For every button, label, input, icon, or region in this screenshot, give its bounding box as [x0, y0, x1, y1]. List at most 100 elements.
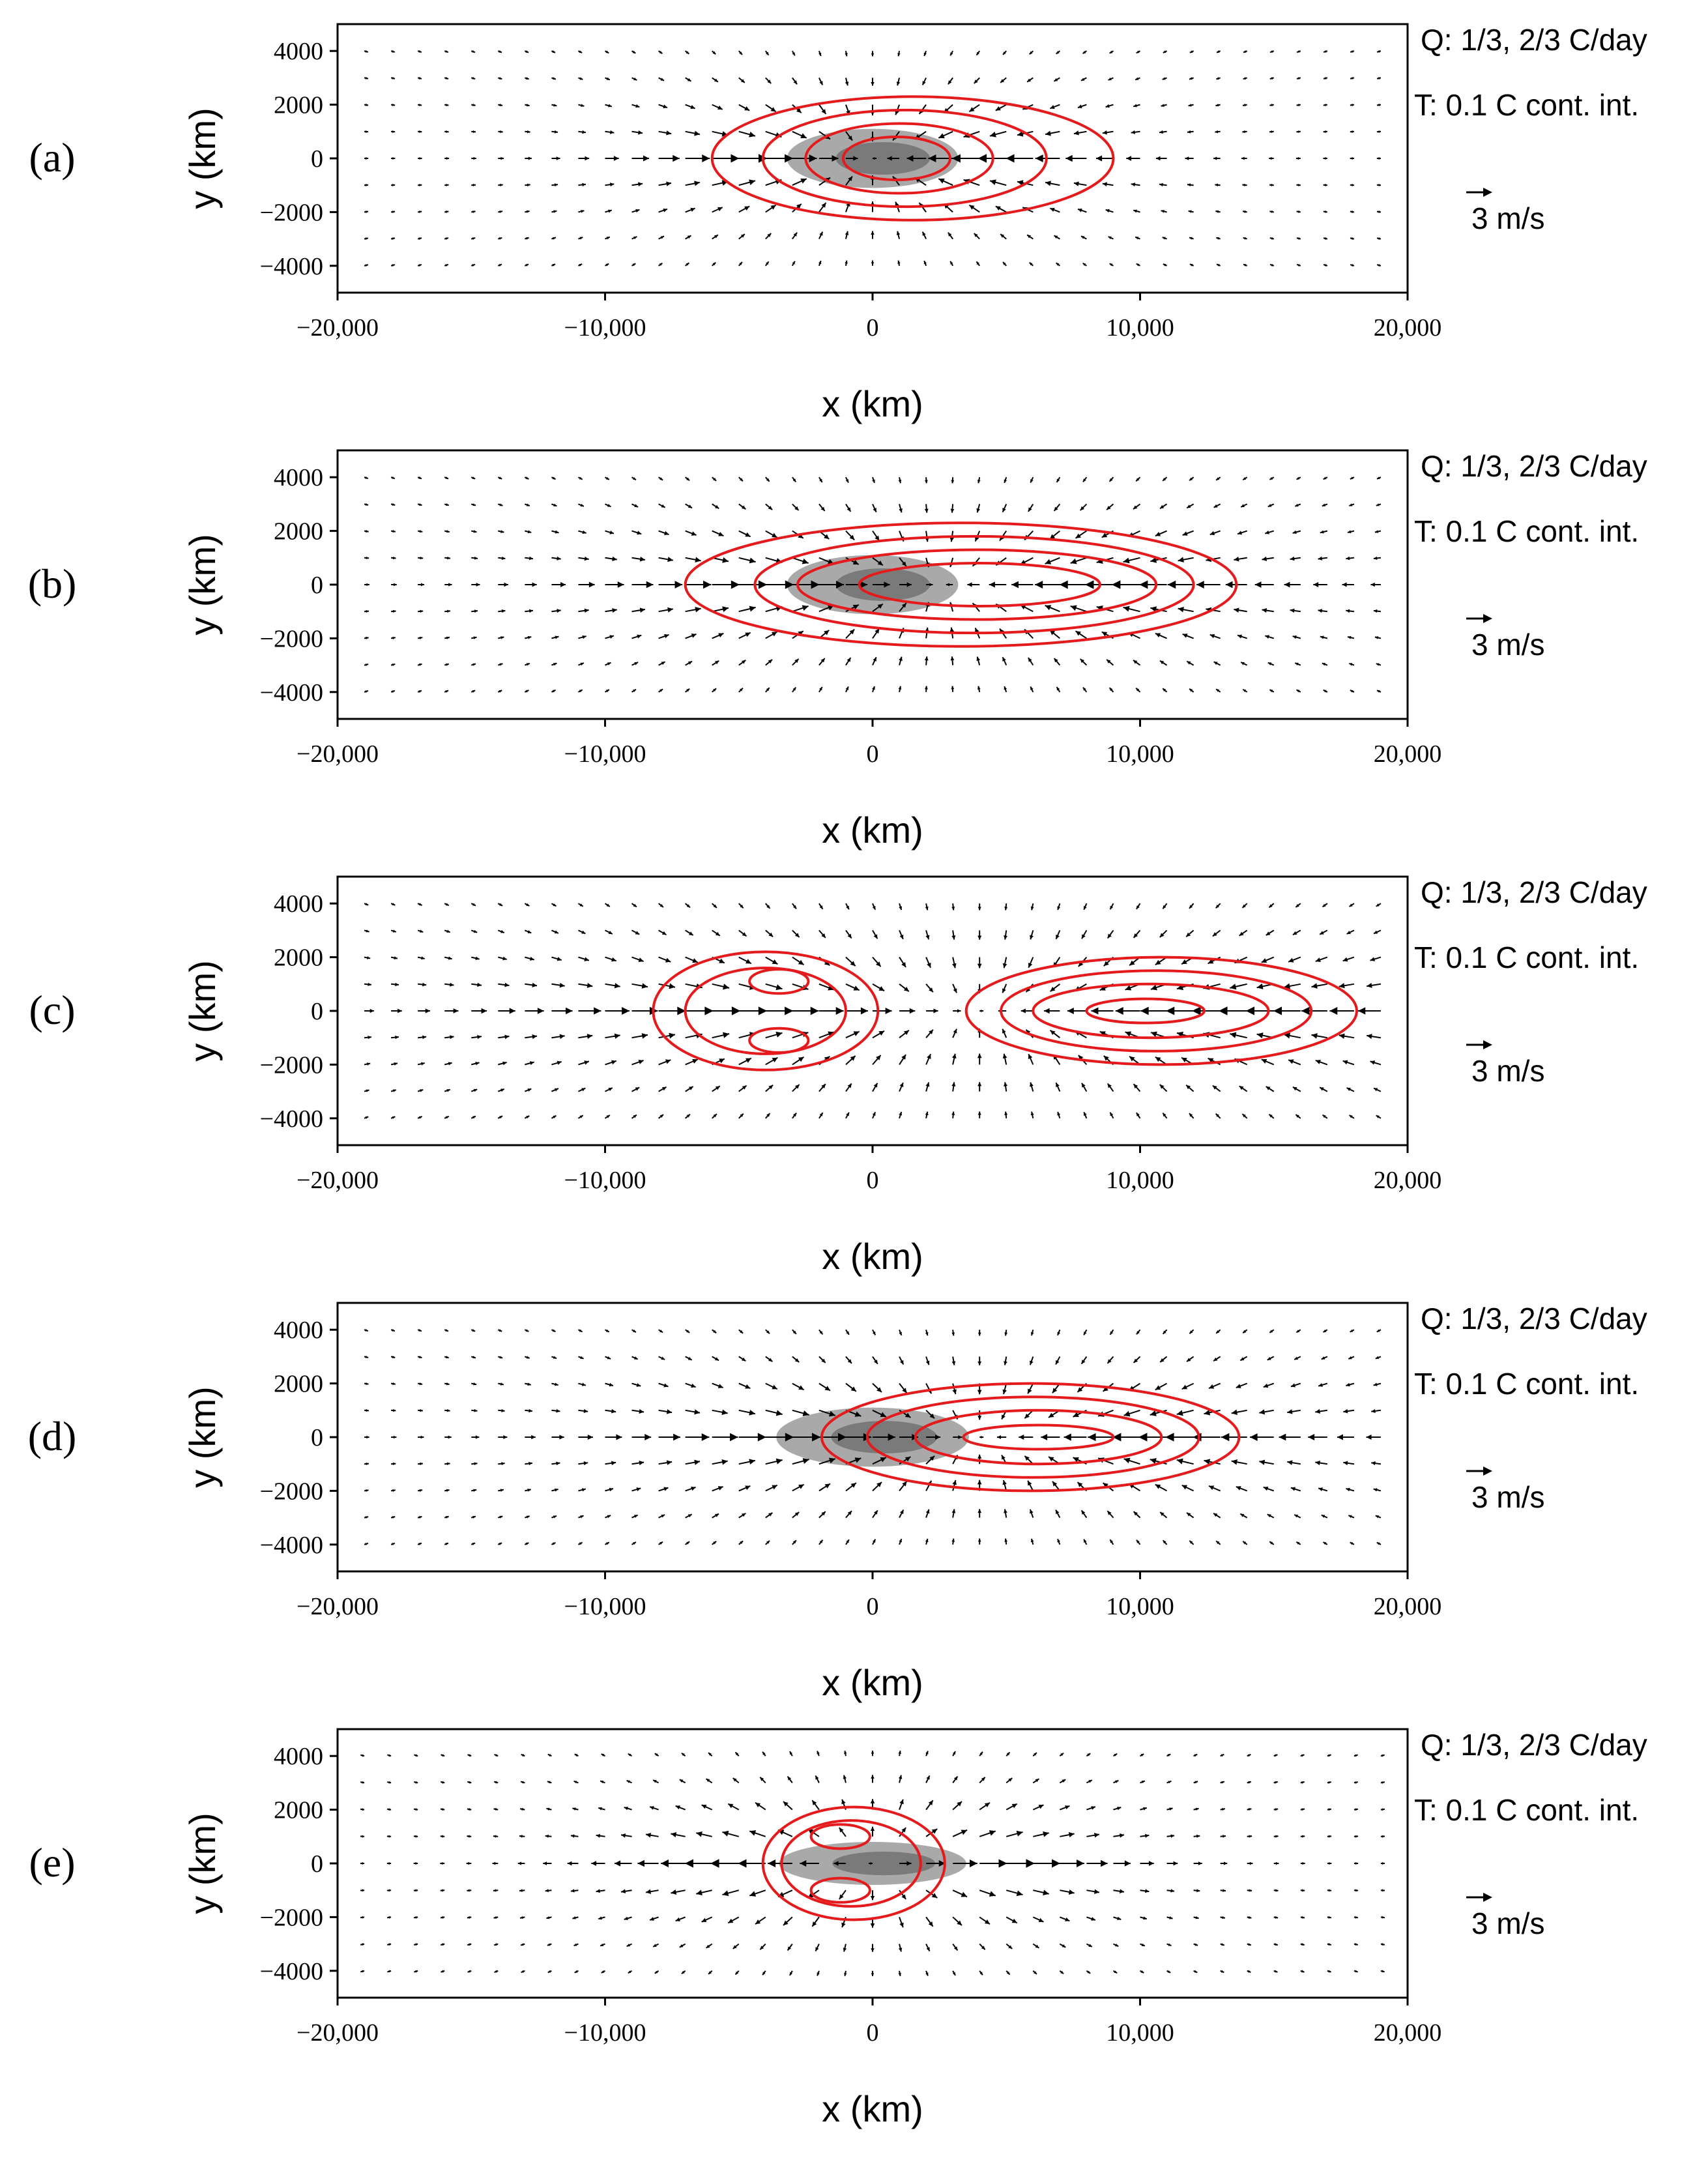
wind-arrowhead [1141, 1781, 1145, 1784]
wind-arrowhead [553, 77, 556, 80]
wind-arrowhead [582, 182, 586, 187]
wind-arrowhead [1136, 1113, 1140, 1116]
wind-arrowhead [1273, 1006, 1282, 1015]
wind-arrowhead [1073, 1457, 1079, 1463]
wind-arrowhead [1315, 1059, 1321, 1064]
wind-arrowhead [924, 656, 929, 661]
wind-arrowhead [732, 1945, 737, 1949]
wind-arrowhead [961, 1891, 968, 1897]
temperature-contour [804, 122, 994, 195]
wind-arrowhead [1045, 559, 1052, 564]
wind-arrowhead [493, 1889, 497, 1892]
wind-arrowhead [848, 136, 853, 141]
wind-arrowhead [849, 629, 855, 635]
wind-arrowhead [847, 1511, 852, 1515]
wind-arrowhead [1093, 1889, 1099, 1894]
wind-arrowhead [1002, 508, 1006, 512]
wind-arrowhead [1247, 1754, 1251, 1757]
wind-arrowhead [387, 1808, 390, 1811]
wind-arrowhead [728, 1803, 734, 1809]
wind-arrowhead [1057, 1111, 1061, 1116]
wind-arrowhead [365, 1116, 369, 1119]
wind-arrowhead [1126, 156, 1132, 161]
wind-arrowhead [532, 582, 537, 587]
wind-arrowhead [1355, 1970, 1358, 1973]
wind-arrowhead [1114, 1753, 1118, 1757]
wind-arrowhead [659, 904, 664, 907]
wind-vectors [364, 476, 1382, 693]
x-tick-label: −20,000 [297, 740, 379, 768]
wind-arrowhead [419, 1382, 423, 1386]
temperature-contour [858, 562, 1101, 607]
wind-arrowhead [1243, 237, 1247, 240]
wind-arrowhead [740, 1541, 744, 1545]
wind-arrowhead [1346, 930, 1351, 935]
wind-arrowhead [1004, 935, 1008, 940]
x-axis-label: x (km) [822, 2088, 923, 2129]
wind-arrowhead [1248, 1916, 1252, 1919]
wind-arrowhead [1222, 1916, 1225, 1919]
wind-arrowhead [899, 906, 903, 911]
wind-arrowhead [844, 1972, 847, 1976]
temperature-contour [1000, 969, 1313, 1053]
wind-arrowhead [1114, 1970, 1118, 1974]
wind-arrowhead [1323, 690, 1327, 693]
wind-arrowhead [1242, 130, 1245, 134]
wind-arrowhead [501, 1462, 505, 1466]
wind-arrowhead [1109, 688, 1113, 692]
wind-arrowhead [1346, 1382, 1350, 1387]
wind-arrowhead [1320, 635, 1324, 639]
wind-arrowhead [581, 1088, 586, 1092]
wind-arrowhead [611, 1408, 616, 1414]
wind-arrowhead [467, 1943, 470, 1946]
wind-arrowhead [659, 689, 663, 692]
wind-arrowhead [1189, 1330, 1193, 1334]
wind-arrowhead [923, 261, 927, 265]
temperature-contour [652, 950, 880, 1072]
wind-arrowhead [366, 609, 369, 613]
wind-arrowhead [1323, 76, 1327, 80]
wind-arrowhead [1204, 1459, 1211, 1465]
wind-arrowhead [635, 104, 640, 108]
wind-arrowhead [1196, 1834, 1200, 1838]
wind-arrowhead [713, 1541, 717, 1545]
wind-arrowhead [871, 82, 875, 86]
wind-arrowhead [1004, 479, 1007, 483]
wind-arrowhead [1077, 1481, 1083, 1487]
wind-arrowhead [1287, 1409, 1293, 1414]
wind-arrowhead [475, 1061, 480, 1066]
wind-arrowhead [606, 476, 609, 480]
wind-arrowhead [559, 982, 565, 988]
wind-arrowhead [789, 1972, 793, 1976]
y-tick-label: 2000 [274, 1371, 323, 1398]
wind-arrowhead [846, 1539, 849, 1543]
wind-arrowhead [661, 931, 667, 935]
wind-arrowhead [587, 1434, 593, 1440]
wind-arrowhead [686, 904, 690, 908]
wind-arrowhead [1215, 104, 1219, 107]
wind-arrowhead [686, 51, 689, 54]
wind-arrowhead [392, 1462, 396, 1466]
wind-arrowhead [810, 1006, 819, 1015]
reference-arrowhead [1483, 188, 1492, 197]
wind-arrowhead [1370, 1060, 1376, 1065]
wind-arrowhead [418, 903, 422, 906]
wind-arrowhead [446, 103, 449, 106]
wind-arrowhead [950, 656, 955, 661]
wind-arrowhead [650, 1806, 654, 1810]
wind-arrowhead [925, 1751, 929, 1755]
wind-arrowhead [1054, 235, 1058, 239]
wind-arrowhead [898, 480, 902, 484]
wind-arrowhead [951, 480, 955, 484]
wind-arrowhead [1099, 1031, 1106, 1036]
wind-arrowhead [1125, 1031, 1132, 1037]
wind-arrowhead [392, 1543, 395, 1546]
wind-arrowhead [472, 77, 476, 80]
wind-arrowhead [688, 504, 693, 508]
wind-arrowhead [638, 130, 643, 135]
wind-arrowhead [766, 51, 769, 55]
wind-arrowhead [929, 1455, 935, 1461]
wind-arrowhead [1373, 609, 1378, 613]
x-tick-label: 20,000 [1374, 1167, 1442, 1194]
heating-annotation: Q: 1/3, 2/3 C/day [1421, 23, 1647, 57]
